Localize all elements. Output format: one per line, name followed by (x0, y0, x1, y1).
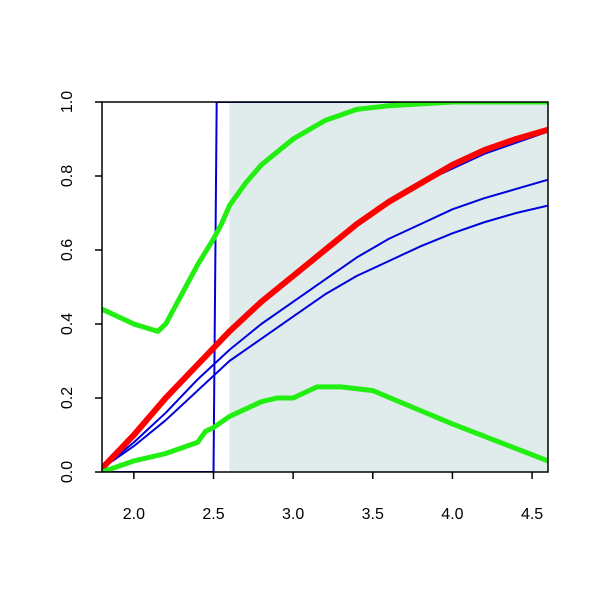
series-line-5 (102, 126, 548, 472)
x-tick-label: 2.0 (123, 506, 145, 523)
x-tick-label: 3.0 (282, 506, 304, 523)
x-tick-label: 2.5 (202, 506, 224, 523)
x-tick-label: 4.0 (441, 506, 463, 523)
series-line-1 (102, 102, 548, 472)
y-tick-label: 1.0 (59, 91, 76, 113)
series-line-6 (102, 102, 548, 334)
y-tick-label: 0.0 (59, 461, 76, 483)
y-tick-label: 0.8 (59, 165, 76, 187)
series-line-2 (102, 204, 548, 470)
axes-layer (101, 101, 549, 473)
series-line-3 (102, 178, 548, 470)
y-tick-label: 0.6 (59, 239, 76, 261)
ticks-layer: 2.0 2.5 3.0 3.5 4.0 4.5 0.0 0.2 0.4 0.6 0.8 1.0 (59, 91, 543, 523)
y-tick-label: 0.4 (59, 313, 76, 335)
series-layer (102, 102, 548, 472)
x-tick-label: 3.5 (362, 506, 384, 523)
y-tick-label: 0.2 (59, 387, 76, 409)
x-tick-label: 4.5 (521, 506, 543, 523)
plot-frame (101, 101, 549, 473)
series-line-7 (102, 384, 548, 472)
